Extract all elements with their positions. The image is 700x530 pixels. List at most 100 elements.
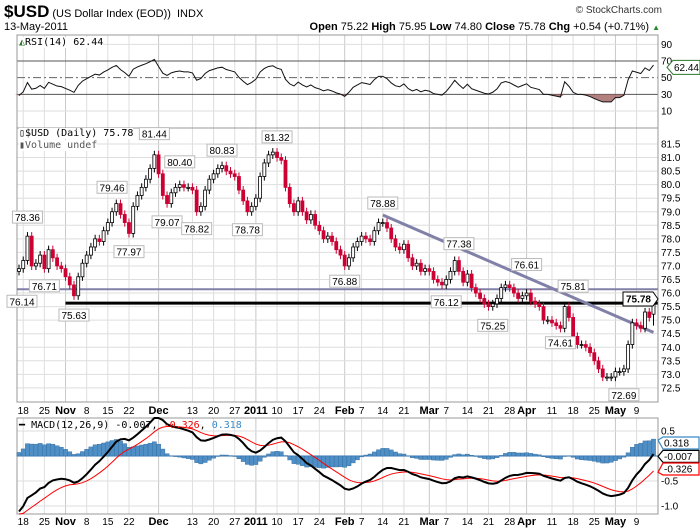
candle-down xyxy=(600,368,605,378)
candle-up xyxy=(444,279,449,286)
candle-down xyxy=(478,292,482,299)
candle-up xyxy=(524,292,529,297)
macd-legend-macd: -0.007 xyxy=(115,420,152,431)
candle-down xyxy=(317,224,322,232)
open-value: 75.22 xyxy=(340,21,369,33)
candle-up xyxy=(152,154,157,169)
macd-histogram-bar xyxy=(278,451,284,457)
candle-up xyxy=(186,186,191,189)
last-close-tag xyxy=(622,291,659,307)
date-axis-label: Mar xyxy=(420,516,440,528)
macd-histogram-bar xyxy=(380,448,386,457)
candle-down xyxy=(29,235,34,267)
macd-histogram-bar xyxy=(621,455,627,458)
candle-down xyxy=(156,154,161,175)
candle-down xyxy=(554,322,559,326)
macd-histogram-bar xyxy=(287,455,293,461)
candle-up xyxy=(169,192,174,205)
date-axis-label: 14 xyxy=(462,406,474,417)
macd-histogram-bar xyxy=(363,454,369,457)
macd-histogram-bar xyxy=(59,447,64,457)
date-axis-label: 15 xyxy=(102,517,114,528)
date-axis-label: 17 xyxy=(293,517,305,528)
price-axis-tick: 75.0 xyxy=(661,316,681,327)
price-annotation-box xyxy=(151,215,183,229)
volume-legend: ▮Volume undef xyxy=(19,140,98,151)
candle-down xyxy=(160,173,165,196)
macd-histogram-bar xyxy=(257,455,263,462)
candle-up xyxy=(351,246,356,259)
macd-legend-name: MACD(12,26,9) xyxy=(31,420,110,431)
macd-histogram-bar xyxy=(350,455,356,464)
price-annotation: 78.78 xyxy=(235,226,260,237)
macd-histogram-bar xyxy=(342,455,348,468)
macd-axis-tick: -0.5 xyxy=(661,477,679,488)
date-axis-label: 17 xyxy=(293,406,305,417)
macd-histogram-bar xyxy=(651,438,656,457)
macd-histogram-bar xyxy=(536,454,542,457)
price-axis-tick: 76.5 xyxy=(661,275,681,286)
price-annotation: 81.32 xyxy=(265,133,290,144)
candle-up xyxy=(143,178,148,188)
macd-histogram-bar xyxy=(482,455,487,459)
macd-histogram-bar xyxy=(545,455,551,458)
macd-histogram-bar xyxy=(156,443,161,457)
macd-line xyxy=(18,417,655,513)
macd-histogram-bar xyxy=(431,455,436,461)
rsi-value-tag xyxy=(666,59,700,75)
symbol: $USD xyxy=(4,2,50,21)
macd-histogram-bar xyxy=(29,443,34,457)
candle-up xyxy=(270,151,275,156)
date-axis-label: 20 xyxy=(208,517,220,528)
candle-down xyxy=(558,325,563,329)
date-axis-label: 7 xyxy=(359,406,365,417)
candle-up xyxy=(562,306,567,329)
date-axis-label: Dec xyxy=(148,405,168,417)
macd-histogram-bar xyxy=(591,455,597,462)
candle-down xyxy=(55,257,59,267)
candle-up xyxy=(643,311,647,329)
volume-legend-text: Volume undef xyxy=(25,140,98,151)
price-annotation: 76.12 xyxy=(434,298,459,309)
candle-up xyxy=(131,205,136,234)
candle-down xyxy=(338,249,343,256)
candle-up xyxy=(490,303,495,308)
price-annotation: 78.82 xyxy=(184,225,209,236)
candle-down xyxy=(406,243,411,259)
price-annotation-box xyxy=(58,308,90,322)
candle-up xyxy=(372,230,377,242)
candle-up xyxy=(34,262,38,267)
candle-up xyxy=(402,243,406,251)
date-axis-label: 25 xyxy=(589,517,601,528)
date-axis-label: 24 xyxy=(314,517,326,528)
price-annotation: 80.40 xyxy=(167,158,192,169)
price-annotation: 79.07 xyxy=(155,218,180,229)
price-annotation-box xyxy=(544,336,576,350)
macd-histogram-bar xyxy=(84,448,89,457)
macd-histogram-bar xyxy=(262,455,267,458)
candle-up xyxy=(262,162,267,177)
candle-down xyxy=(304,211,309,221)
candle-down xyxy=(321,230,326,240)
macd-histogram-bar xyxy=(164,453,170,457)
macd-histogram-bar xyxy=(80,451,85,457)
candle-up xyxy=(207,178,212,191)
candle-down xyxy=(385,222,389,229)
rsi-axis-tick: 70 xyxy=(661,57,673,68)
macd-histogram-bar xyxy=(384,448,390,457)
copyright[interactable]: © StockCharts.com xyxy=(575,5,662,16)
macd-value-tag xyxy=(657,449,700,463)
date-axis-label: 7 xyxy=(359,517,365,528)
price-axis-tick: 74.5 xyxy=(661,329,681,340)
candle-up xyxy=(266,154,271,164)
price-annotation-box xyxy=(11,210,43,224)
candle-down xyxy=(461,270,466,283)
price-annotation-box xyxy=(477,318,509,332)
candle-down xyxy=(533,300,537,305)
macd-histogram-bar xyxy=(439,455,445,461)
macd-histogram-bar xyxy=(160,448,166,457)
candle-down xyxy=(469,273,474,289)
candle-up xyxy=(198,205,203,213)
date-axis-label: 24 xyxy=(314,406,326,417)
price-axis-tick: 76.0 xyxy=(661,289,681,300)
